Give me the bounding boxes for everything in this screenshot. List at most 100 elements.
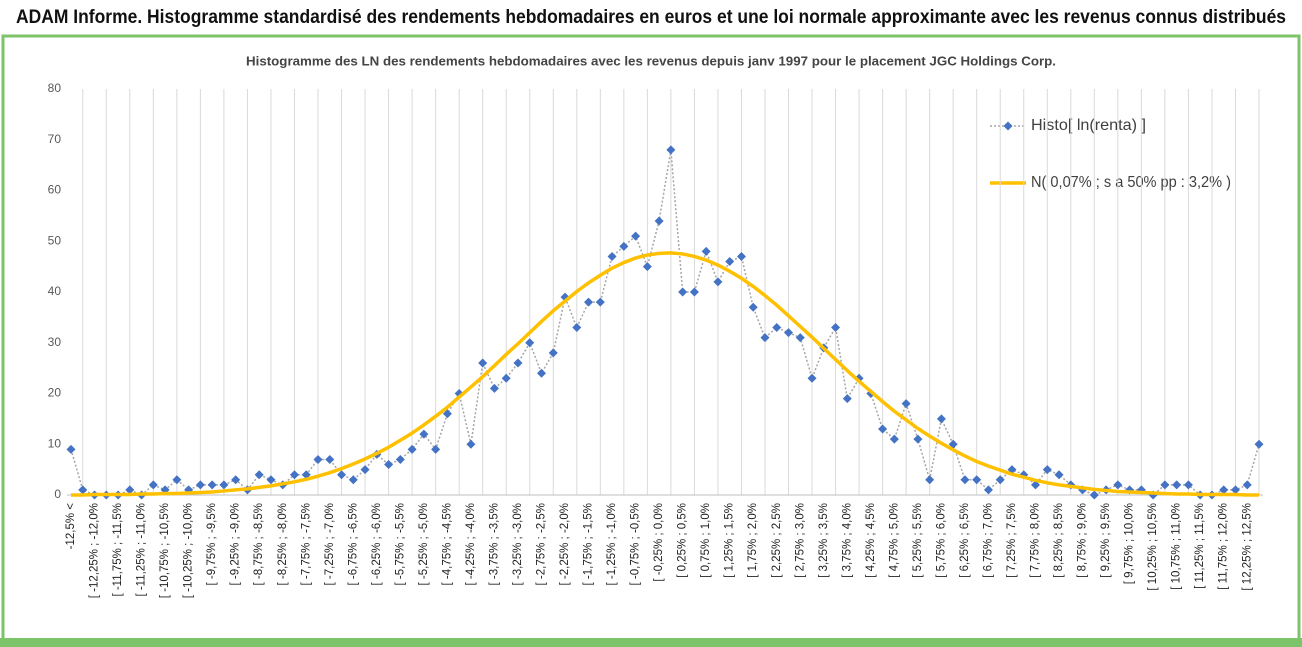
x-tick-label: [ 2,25% ; 2,5% bbox=[771, 503, 783, 578]
x-tick-label: [ 12,25% ; 12,5% bbox=[1241, 503, 1253, 591]
data-point bbox=[960, 475, 970, 485]
data-point bbox=[478, 358, 488, 368]
x-tick-label: [ -0,75% ; -0,5% bbox=[630, 503, 642, 585]
data-point bbox=[1089, 490, 1099, 500]
x-tick-label: [ 7,25% ; 7,5% bbox=[1006, 503, 1018, 578]
legend-label: N( 0,07% ; s a 50% pp : 3,2% ) bbox=[1031, 174, 1231, 191]
y-tick-label: 20 bbox=[48, 386, 62, 400]
data-point bbox=[172, 475, 182, 485]
data-point bbox=[1113, 480, 1123, 490]
data-point bbox=[725, 257, 735, 267]
data-point bbox=[219, 480, 229, 490]
data-point bbox=[548, 348, 558, 358]
x-tick-label: [ -3,75% ; -3,5% bbox=[488, 503, 500, 585]
data-point bbox=[125, 485, 135, 495]
data-point bbox=[337, 470, 347, 480]
data-point bbox=[78, 485, 88, 495]
x-tick-label: [ -11,75% ; -11,5% bbox=[112, 503, 124, 597]
x-tick-label: [ 10,75% ; 11,0% bbox=[1171, 503, 1183, 590]
x-tick-label: [ -2,75% ; -2,5% bbox=[536, 503, 548, 585]
data-point bbox=[195, 480, 205, 490]
y-tick-label: 10 bbox=[48, 436, 62, 450]
data-point bbox=[678, 287, 688, 297]
x-tick-label: [ -8,25% ; -8,0% bbox=[277, 503, 289, 585]
data-point bbox=[772, 323, 782, 333]
data-point bbox=[501, 373, 511, 383]
chart-subtitle: Histogramme des LN des rendements hebdom… bbox=[246, 53, 1056, 68]
data-point bbox=[831, 323, 841, 333]
data-point bbox=[231, 475, 241, 485]
x-tick-label: [ 9,75% ; 10,0% bbox=[1124, 503, 1136, 584]
data-point bbox=[619, 241, 629, 251]
data-point bbox=[936, 414, 946, 424]
x-tick-label: [ 11,75% ; 12,0% bbox=[1218, 503, 1230, 590]
x-tick-label: [ -11,25% ; -11,0% bbox=[136, 503, 148, 597]
x-tick-label: [ 6,75% ; 7,0% bbox=[982, 503, 994, 578]
x-tick-label: [ -0,25% ; 0,0% bbox=[653, 503, 665, 582]
data-point bbox=[701, 246, 711, 256]
data-point bbox=[148, 480, 158, 490]
data-point bbox=[878, 424, 888, 434]
x-tick-label: [ -10,75% ; -10,5% bbox=[159, 503, 171, 598]
data-point bbox=[795, 333, 805, 343]
x-tick-label: [ 5,25% ; 5,5% bbox=[912, 503, 924, 578]
x-tick-label: [ -3,25% ; -3,0% bbox=[512, 503, 524, 585]
y-tick-label: 50 bbox=[48, 233, 62, 247]
data-point bbox=[631, 231, 641, 241]
data-point bbox=[748, 302, 758, 312]
data-point bbox=[572, 323, 582, 333]
data-point bbox=[948, 439, 958, 449]
data-point bbox=[842, 394, 852, 404]
legend-swatch bbox=[1003, 121, 1013, 131]
data-point bbox=[1230, 485, 1240, 495]
data-point bbox=[1172, 480, 1182, 490]
data-point bbox=[1042, 465, 1052, 475]
x-tick-label: [ -1,25% ; -1,0% bbox=[606, 503, 618, 585]
bottom-band bbox=[0, 638, 1302, 647]
data-point bbox=[901, 399, 911, 409]
x-tick-label: [ 4,75% ; 5,0% bbox=[888, 503, 900, 578]
data-point bbox=[666, 145, 676, 155]
x-tick-label: [ -4,25% ; -4,0% bbox=[465, 503, 477, 585]
x-tick-label: [ 8,75% ; 9,0% bbox=[1077, 503, 1089, 578]
data-point bbox=[266, 475, 276, 485]
series-line bbox=[71, 251, 1259, 497]
x-tick-label: [ 3,25% ; 3,5% bbox=[818, 503, 830, 578]
legend-label: Histo[ ln(renta) ] bbox=[1031, 117, 1146, 134]
data-point bbox=[1054, 470, 1064, 480]
data-point bbox=[784, 328, 794, 338]
x-tick-label: [ 0,75% ; 1,0% bbox=[700, 503, 712, 578]
chart-title: ADAM Informe. Histogramme standardisé de… bbox=[16, 7, 1286, 28]
data-point bbox=[654, 216, 664, 226]
x-tick-label: [ 5,75% ; 6,0% bbox=[935, 503, 947, 578]
data-point bbox=[595, 297, 605, 307]
x-tick-label: [ 2,75% ; 3,0% bbox=[794, 503, 806, 578]
data-point bbox=[642, 262, 652, 272]
x-tick-label: [ -5,75% ; -5,5% bbox=[394, 503, 406, 585]
y-tick-label: 80 bbox=[48, 81, 62, 95]
y-tick-label: 40 bbox=[48, 284, 62, 298]
data-point bbox=[489, 383, 499, 393]
x-tick-label: [ 10,25% ; 10,5% bbox=[1147, 503, 1159, 591]
x-tick-label: [ 3,75% ; 4,0% bbox=[841, 503, 853, 578]
x-tick-label: [ -7,25% ; -7,0% bbox=[324, 503, 336, 585]
x-tick-label: [ 7,75% ; 8,0% bbox=[1030, 503, 1042, 578]
data-point bbox=[584, 297, 594, 307]
data-point bbox=[207, 480, 217, 490]
data-point bbox=[995, 475, 1005, 485]
data-point bbox=[972, 475, 982, 485]
x-tick-label: [ -1,75% ; -1,5% bbox=[583, 503, 595, 585]
legend: Histo[ ln(renta) ] N( 0,07% ; s a 50% pp … bbox=[966, 92, 1292, 210]
data-point bbox=[607, 251, 617, 261]
data-point bbox=[348, 475, 358, 485]
data-point bbox=[466, 439, 476, 449]
x-tick-label: [ -12,25% ; -12,0% bbox=[89, 503, 101, 598]
x-tick-label: [ 4,25% ; 4,5% bbox=[865, 503, 877, 578]
data-point bbox=[1219, 485, 1229, 495]
x-tick-label: [ -9,75% ; -9,5% bbox=[206, 503, 218, 585]
data-point bbox=[1254, 439, 1264, 449]
data-point bbox=[736, 251, 746, 261]
data-point bbox=[983, 485, 993, 495]
